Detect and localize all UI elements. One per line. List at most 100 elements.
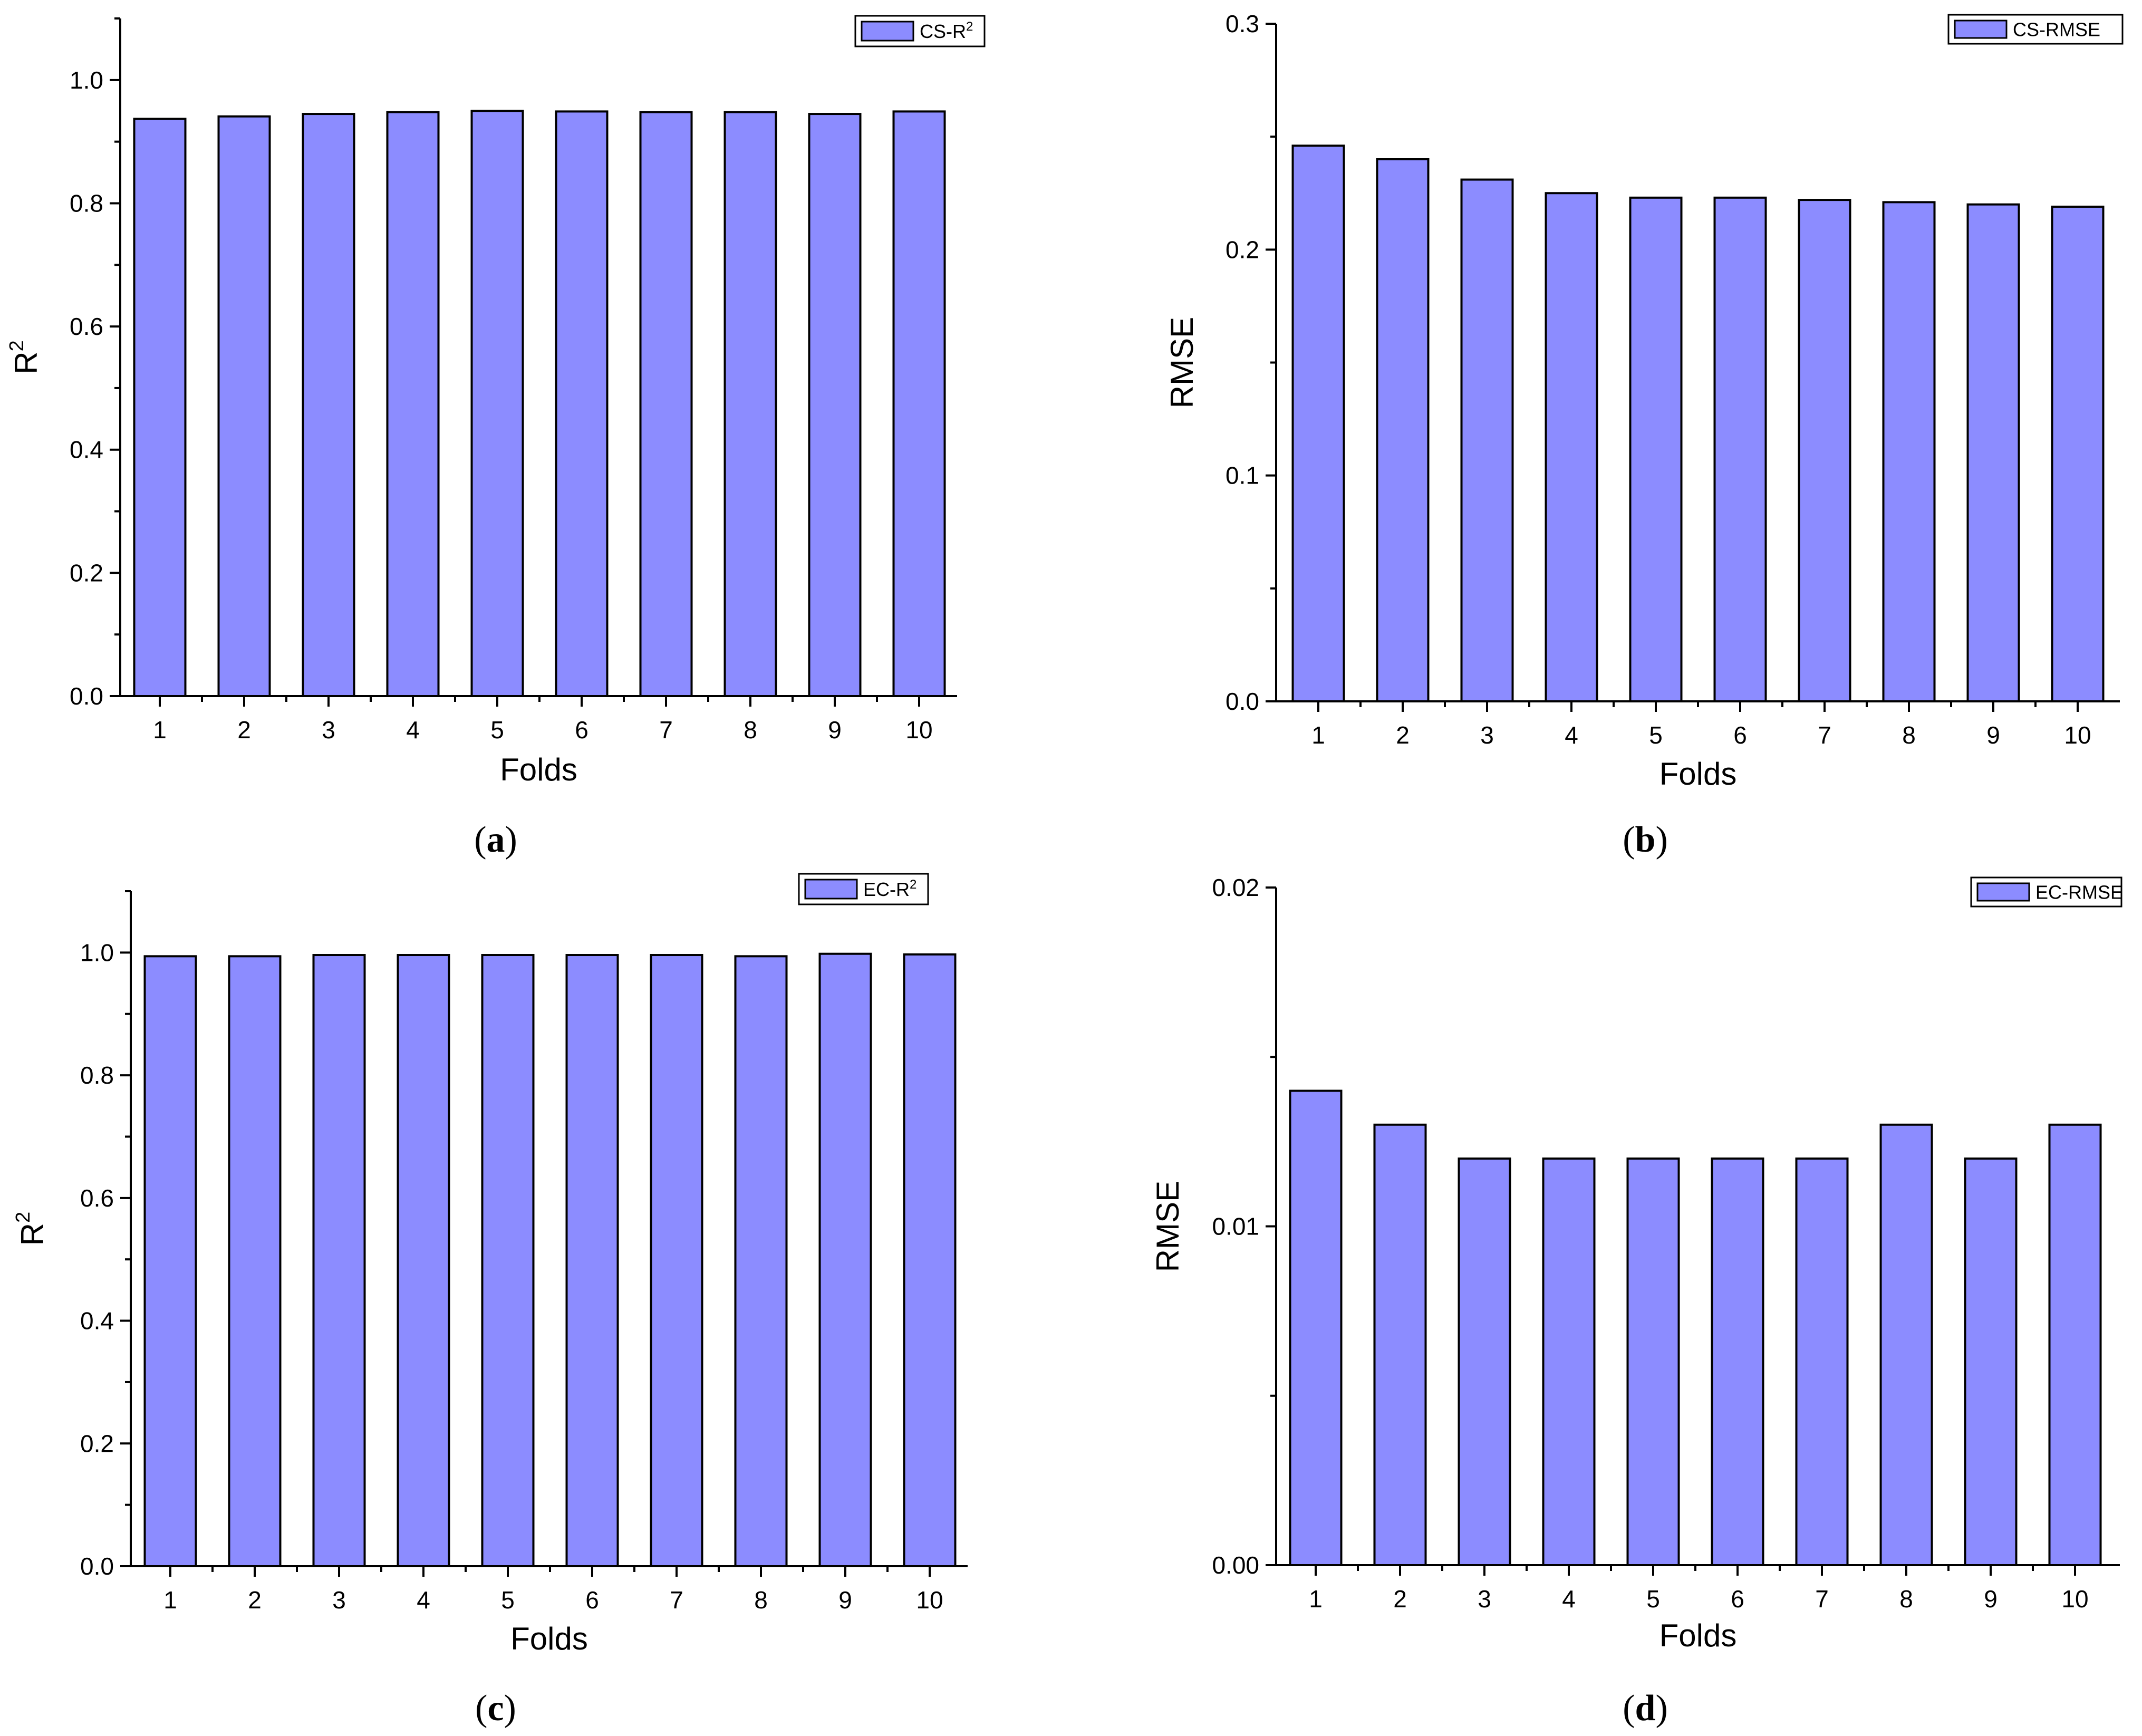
y-tick-label: 0.00 [1212,1551,1259,1579]
bar-fold-10 [903,953,957,1567]
x-tick-label: 7 [659,716,673,744]
x-tick-label: 8 [754,1586,768,1614]
x-tick-label: 8 [1902,721,1916,749]
y-axis-title-superscript: 2 [6,340,28,351]
bar-fold-8 [1879,1123,1933,1566]
bar-fold-7 [1798,199,1851,703]
y-tick-label: 0.6 [70,313,103,340]
bar-fold-10 [2048,1123,2102,1566]
legend: EC-R2 [798,873,929,905]
x-tick-label: 4 [1562,1585,1576,1613]
panel-label-open-paren: ( [475,1688,487,1729]
x-tick-label: 7 [670,1586,683,1614]
x-tick-label: 2 [237,716,251,744]
y-tick-label: 0.1 [1226,462,1259,489]
bar-fold-2 [217,115,271,697]
panel-label: (a) [474,819,517,860]
panel-label-letter: a [487,819,505,860]
y-axis-title-base: RMSE [1150,1181,1185,1272]
x-tick-label: 5 [1649,721,1663,749]
bar-fold-9 [818,952,872,1567]
bar-fold-4 [1542,1158,1596,1566]
x-tick-label: 6 [1733,721,1747,749]
bar-fold-8 [734,955,788,1567]
legend-label: CS-RMSE [2013,19,2100,41]
x-tick-label: 4 [417,1586,430,1614]
bar-fold-2 [228,955,282,1567]
bar-fold-1 [1289,1089,1343,1566]
x-tick-label: 5 [501,1586,515,1614]
y-tick-label: 0.2 [80,1430,114,1457]
legend-swatch [1976,882,2030,902]
y-axis-title-base: R [8,351,44,374]
bar-fold-3 [1460,178,1514,702]
panel-b-rmse-cs: 0.0 0.1 0.2 0.3 1 2 3 4 5 6 7 8 9 10 Folds RMSE CS-RMSE (… [1164,10,2124,860]
y-axis-title-base: RMSE [1164,317,1200,408]
bar-fold-5 [481,954,535,1567]
bar-fold-4 [1545,192,1598,702]
x-tick-label: 9 [1986,721,2000,749]
bar-fold-9 [808,113,862,697]
panel-d-rmse-ec: 0.00 0.01 0.02 1 2 3 4 5 6 7 8 9 10 Folds RMSE EC-RMSE (… [1150,874,2123,1729]
x-tick-label: 4 [406,716,420,744]
panel-label-letter: d [1635,1688,1656,1729]
x-tick-label: 7 [1818,721,1831,749]
x-tick-label: 5 [1646,1585,1660,1613]
bar-fold-2 [1376,158,1430,702]
y-tick-label: 1.0 [80,939,114,966]
bar-fold-2 [1373,1123,1427,1566]
panel-label-letter: b [1635,819,1656,860]
y-tick-label: 0.6 [80,1184,114,1212]
bar-fold-9 [1966,203,2020,702]
legend-label-superscript: 2 [910,877,916,892]
x-axis-title: Folds [1659,1618,1737,1653]
y-axis-title-superscript: 2 [12,1212,34,1223]
legend: EC-RMSE [1970,876,2123,908]
y-tick-label: 0.8 [80,1062,114,1089]
x-tick-label: 7 [1815,1585,1829,1613]
legend: CS-R2 [854,15,986,47]
panel-c-r2-ec: 0.00.20.40.60.81.01 2 3 4 5 6 7 8 9 10FoldsR2EC-R… [12,873,968,1729]
x-tick-label: 9 [828,716,842,744]
x-tick-label: 1 [153,716,167,744]
bar-fold-5 [1629,196,1683,703]
bar-fold-9 [1964,1158,2018,1566]
x-axis-title: Folds [510,1621,588,1656]
panel-label-open-paren: ( [1623,1688,1635,1729]
y-tick-label: 0.2 [1226,236,1259,263]
panel-a-r2-cs: 0.00.20.40.60.81.01 2 3 4 5 6 7 8 9 10FoldsR2CS-R… [6,15,986,860]
bar-fold-1 [143,955,197,1567]
y-axis-title-base: R [15,1223,50,1246]
x-tick-label: 3 [332,1586,346,1614]
bar-fold-7 [1795,1158,1849,1566]
x-tick-label: 6 [575,716,588,744]
panel-label-open-paren: ( [1623,819,1635,860]
y-axis-title: R2 [12,1212,50,1246]
y-tick-label: 0.3 [1226,10,1259,37]
x-tick-label: 1 [1309,1585,1323,1613]
x-tick-label: 10 [2064,721,2091,749]
bar-fold-4 [386,111,440,698]
x-tick-label: 6 [585,1586,599,1614]
legend-label: CS-R2 [920,20,973,42]
bar-fold-6 [1711,1158,1764,1566]
bar-fold-8 [1882,201,1936,702]
x-tick-label: 10 [905,716,932,744]
y-tick-label: 0.0 [70,682,103,710]
bar-fold-7 [650,954,703,1567]
x-tick-label: 10 [916,1586,943,1614]
bar-fold-1 [1291,144,1345,702]
x-tick-label: 9 [1984,1585,1998,1613]
y-axis-title: RMSE [1150,1181,1185,1272]
panel-label-letter: c [487,1688,504,1729]
panel-label-open-paren: ( [474,819,486,860]
bar-fold-5 [470,110,524,697]
legend-label-base: EC-RMSE [2035,882,2123,903]
x-tick-label: 1 [163,1586,177,1614]
x-tick-label: 10 [2061,1585,2088,1613]
x-tick-label: 5 [490,716,504,744]
y-axis-title: RMSE [1164,317,1200,408]
y-tick-label: 1.0 [70,66,103,94]
x-tick-label: 3 [1478,1585,1491,1613]
